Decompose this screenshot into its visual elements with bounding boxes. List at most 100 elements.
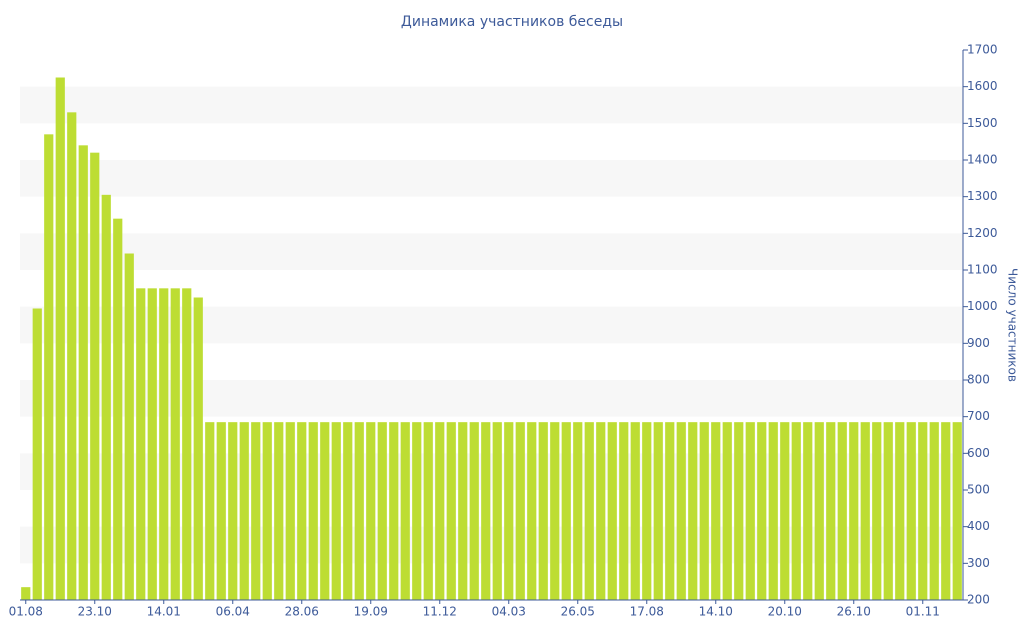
- bar: [837, 422, 847, 600]
- y-tick-label: 500: [967, 483, 990, 497]
- bar: [619, 422, 629, 600]
- bar: [251, 422, 261, 600]
- bar: [929, 422, 939, 600]
- bar: [642, 422, 652, 600]
- bar: [573, 422, 583, 600]
- x-tick-label: 01.11: [906, 605, 940, 619]
- bar: [101, 194, 111, 601]
- y-tick-label: 1000: [967, 299, 998, 313]
- bar: [676, 422, 686, 600]
- y-tick-label: 1100: [967, 263, 998, 277]
- bar: [205, 422, 215, 600]
- bar: [44, 134, 54, 601]
- bar: [596, 422, 606, 600]
- bar: [446, 422, 456, 600]
- x-tick-label: 14.01: [147, 605, 181, 619]
- x-tick-label: 04.03: [492, 605, 526, 619]
- bar: [895, 422, 905, 600]
- bar: [377, 422, 387, 600]
- bar: [458, 422, 468, 600]
- y-tick-label: 200: [967, 593, 990, 607]
- bar: [274, 422, 284, 600]
- grid-band: [20, 160, 963, 197]
- x-tick-label: 26.10: [837, 605, 871, 619]
- bar: [780, 422, 790, 600]
- bar: [297, 422, 307, 600]
- bar: [941, 422, 951, 600]
- bar: [423, 422, 433, 600]
- bar: [469, 422, 479, 600]
- bar: [699, 422, 709, 600]
- y-tick-label: 1200: [967, 226, 998, 240]
- bar: [492, 422, 502, 600]
- bar: [860, 422, 870, 600]
- bar: [826, 422, 836, 600]
- bar: [320, 422, 330, 600]
- bar: [147, 288, 157, 600]
- bar: [182, 288, 192, 600]
- bar: [308, 422, 318, 600]
- y-tick-label: 700: [967, 409, 990, 423]
- y-tick-label: 1600: [967, 79, 998, 93]
- y-tick-label: 800: [967, 373, 990, 387]
- bar: [734, 422, 744, 600]
- bar: [722, 422, 732, 600]
- x-tick-label: 19.09: [354, 605, 388, 619]
- x-tick-label: 17.08: [630, 605, 664, 619]
- bar: [21, 587, 31, 600]
- bar: [791, 422, 801, 600]
- bar: [584, 422, 594, 600]
- bar: [389, 422, 399, 600]
- bar: [435, 422, 445, 600]
- bar: [331, 422, 341, 600]
- y-tick-label: 600: [967, 446, 990, 460]
- bar: [527, 422, 537, 600]
- chart-title: Динамика участников беседы: [401, 14, 623, 30]
- bar: [849, 422, 859, 600]
- y-tick-label: 900: [967, 336, 990, 350]
- bar: [124, 253, 134, 600]
- bar: [32, 308, 42, 600]
- x-tick-label: 28.06: [285, 605, 319, 619]
- x-tick-label: 20.10: [768, 605, 802, 619]
- bar: [906, 422, 916, 600]
- grid-band: [20, 233, 963, 270]
- bar: [561, 422, 571, 600]
- x-tick-label: 11.12: [423, 605, 457, 619]
- y-tick-label: 1700: [967, 43, 998, 57]
- y-tick-label: 1400: [967, 153, 998, 167]
- bar: [745, 422, 755, 600]
- bar: [216, 422, 226, 600]
- bar: [113, 218, 123, 600]
- bar: [952, 422, 962, 600]
- bar: [803, 422, 813, 600]
- x-tick-label: 23.10: [78, 605, 112, 619]
- y-tick-label: 1500: [967, 116, 998, 130]
- bar: [78, 145, 88, 601]
- bar: [711, 422, 721, 600]
- grid-band: [20, 86, 963, 124]
- bar: [285, 422, 295, 600]
- y-axis-label: Число участников: [1006, 268, 1020, 382]
- bar: [515, 422, 525, 600]
- bar: [504, 422, 514, 600]
- x-tick-label: 06.04: [216, 605, 250, 619]
- bar: [228, 422, 238, 600]
- bar: [170, 288, 180, 600]
- bar: [768, 422, 778, 600]
- x-tick-label: 26.05: [561, 605, 595, 619]
- bar: [607, 422, 617, 600]
- bar: [136, 288, 146, 600]
- bar: [872, 422, 882, 600]
- bar: [400, 422, 410, 600]
- bar: [193, 297, 203, 600]
- bar: [366, 422, 376, 600]
- y-tick-label: 400: [967, 519, 990, 533]
- bar: [665, 422, 675, 600]
- bar: [239, 422, 249, 600]
- bar: [918, 422, 928, 600]
- y-tick-label: 300: [967, 556, 990, 570]
- bar: [814, 422, 824, 600]
- bar: [481, 422, 491, 600]
